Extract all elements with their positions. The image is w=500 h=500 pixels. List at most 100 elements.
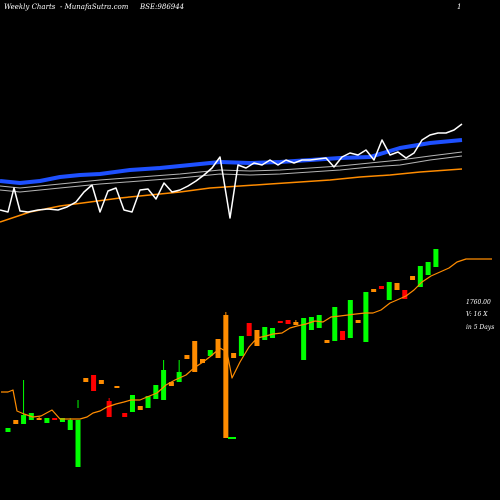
days-label: in 5 Days	[466, 324, 495, 331]
candle-body	[200, 359, 205, 363]
candle	[293, 320, 299, 325]
candle-body	[324, 340, 330, 343]
candle	[153, 385, 159, 399]
header-symbol: BSE:986944	[140, 3, 185, 11]
candle	[425, 262, 431, 275]
candle	[114, 386, 120, 388]
candle-body	[378, 286, 384, 289]
candle-body	[223, 315, 229, 438]
candle	[324, 340, 330, 343]
candle	[223, 312, 229, 438]
candle-body	[285, 320, 291, 324]
candle-body	[270, 328, 276, 338]
candle	[378, 286, 384, 289]
candle	[308, 317, 314, 330]
candle-body	[433, 249, 439, 267]
indicator-grey-line-1	[0, 151, 463, 189]
candle-body	[394, 283, 400, 290]
candle	[410, 276, 416, 280]
volume-label: V: 16 X	[466, 311, 488, 318]
last-price-label: 1760.00	[466, 299, 491, 306]
candle-body	[13, 420, 19, 424]
candle	[98, 380, 104, 384]
candle	[161, 360, 167, 400]
candle	[340, 331, 346, 340]
candle-body	[371, 289, 377, 292]
candle	[5, 428, 11, 432]
candle-body	[207, 350, 213, 356]
candle	[355, 320, 361, 323]
indicator-panel	[0, 123, 463, 223]
candle-body	[75, 420, 81, 467]
candle-body	[106, 401, 112, 417]
candle-body	[67, 420, 73, 430]
candle-body	[332, 307, 338, 341]
candle	[129, 395, 135, 412]
candle-body	[168, 382, 174, 386]
candle-body	[293, 322, 299, 325]
candle	[285, 320, 291, 324]
candle	[36, 417, 42, 420]
candle-body	[425, 262, 431, 275]
candle-body	[184, 355, 190, 359]
candle-body	[83, 378, 89, 382]
candle-body	[410, 276, 416, 280]
candle-body	[161, 370, 167, 400]
candle	[347, 300, 353, 338]
candle-body	[231, 353, 237, 358]
indicator-white-line	[0, 123, 463, 219]
candle	[184, 355, 190, 359]
candle-body	[5, 428, 11, 432]
candle	[386, 282, 392, 300]
candle	[207, 350, 213, 356]
candle-body	[402, 290, 408, 299]
candle-body	[44, 418, 50, 423]
candle-body	[122, 413, 128, 417]
candle-body	[262, 327, 268, 340]
candle-body	[386, 282, 392, 300]
candle-panel	[1, 249, 492, 467]
candle-body	[59, 418, 65, 422]
candle-body	[145, 396, 151, 408]
candle	[238, 336, 244, 356]
candle-body	[91, 375, 97, 391]
candle-body	[153, 385, 159, 399]
indicator-grey-line-2	[0, 155, 463, 193]
candle-body	[363, 292, 369, 342]
candle	[402, 290, 408, 299]
candle	[215, 339, 221, 358]
candle-body	[340, 331, 346, 340]
candle	[270, 328, 276, 338]
candle	[231, 353, 237, 358]
candle-body	[301, 318, 307, 360]
volume-marker	[228, 437, 236, 439]
candle	[91, 375, 97, 391]
candle-body	[114, 386, 120, 388]
header-site: - MunafaSutra.com	[60, 3, 129, 11]
candle	[21, 380, 27, 424]
candle	[13, 420, 19, 424]
candle	[417, 266, 423, 287]
candle	[75, 400, 81, 467]
candle-body	[129, 395, 135, 412]
candle	[176, 360, 182, 382]
candle	[52, 418, 58, 420]
header-chart-type: Weekly Charts	[4, 3, 56, 11]
candle	[363, 292, 369, 342]
candle	[44, 418, 50, 423]
candle-body	[137, 406, 143, 410]
candle	[83, 378, 89, 382]
candle	[137, 406, 143, 410]
candle-body	[215, 339, 221, 358]
candle	[67, 418, 73, 430]
candle-body	[417, 266, 423, 287]
candle-body	[246, 323, 252, 336]
candle	[277, 321, 283, 323]
candle	[332, 307, 338, 341]
candle-body	[347, 300, 353, 338]
candle-body	[277, 321, 283, 323]
candle-body	[21, 415, 27, 424]
candle-body	[308, 317, 314, 330]
